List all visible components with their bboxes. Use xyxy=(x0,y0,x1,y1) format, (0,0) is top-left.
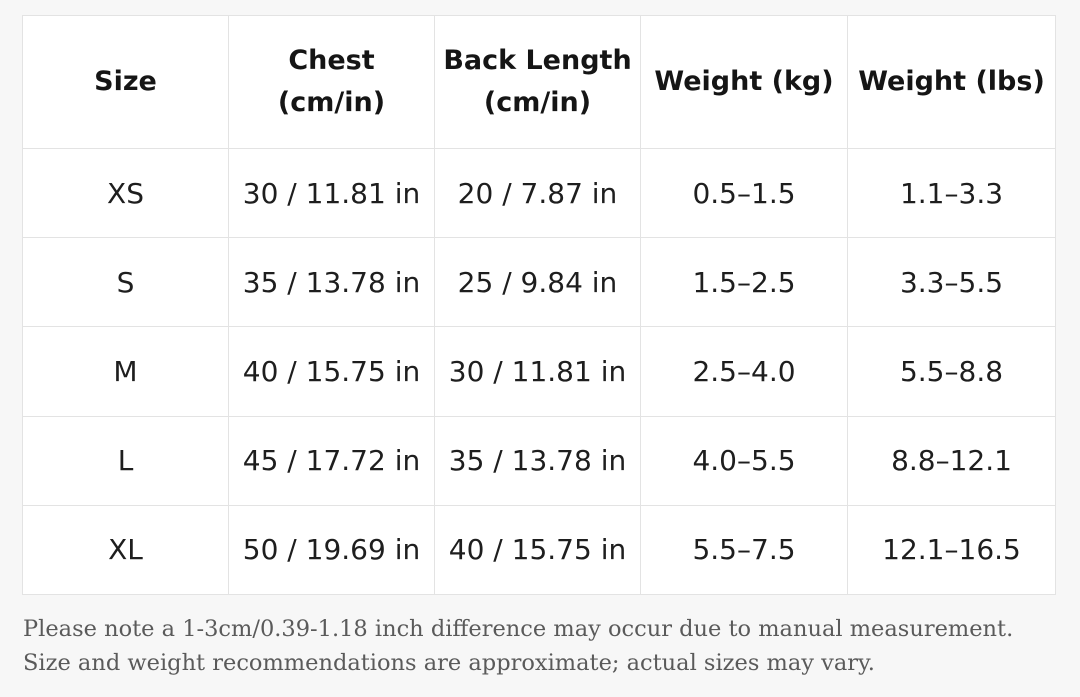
size-chart-table: Size Chest (cm/in) Back Length (cm/in) W… xyxy=(22,15,1056,596)
cell-back-length: 35 / 13.78 in xyxy=(434,415,641,506)
header-weight-lbs-label: Weight (lbs) xyxy=(858,66,1045,97)
cell-weight-lbs: 5.5–8.8 xyxy=(847,326,1056,417)
header-size-label: Size xyxy=(94,66,157,97)
cell-weight-lbs: 1.1–3.3 xyxy=(847,147,1056,239)
cell-back-length: 40 / 15.75 in xyxy=(434,504,641,596)
table-row: XS 30 / 11.81 in 20 / 7.87 in 0.5–1.5 1.… xyxy=(22,147,1056,239)
cell-weight-kg: 5.5–7.5 xyxy=(640,504,848,596)
cell-size: S xyxy=(22,237,229,328)
table-row: XL 50 / 19.69 in 40 / 15.75 in 5.5–7.5 1… xyxy=(22,504,1056,596)
header-back-length-unit: (cm/in) xyxy=(483,87,592,118)
size-chart-table-container: Size Chest (cm/in) Back Length (cm/in) W… xyxy=(22,15,1056,596)
cell-size: XL xyxy=(22,504,229,596)
cell-weight-kg: 1.5–2.5 xyxy=(640,237,848,328)
cell-weight-lbs: 3.3–5.5 xyxy=(847,237,1056,328)
measurement-note: Please note a 1-3cm/0.39-1.18 inch diffe… xyxy=(23,612,1063,680)
cell-back-length: 30 / 11.81 in xyxy=(434,326,641,417)
header-chest-unit: (cm/in) xyxy=(277,87,386,118)
cell-weight-lbs: 12.1–16.5 xyxy=(847,504,1056,596)
cell-size: L xyxy=(22,415,229,506)
table-row: L 45 / 17.72 in 35 / 13.78 in 4.0–5.5 8.… xyxy=(22,415,1056,506)
header-back-length: Back Length (cm/in) xyxy=(434,15,641,149)
cell-weight-kg: 4.0–5.5 xyxy=(640,415,848,506)
cell-back-length: 25 / 9.84 in xyxy=(434,237,641,328)
header-weight-kg-label: Weight (kg) xyxy=(654,66,834,97)
header-chest: Chest (cm/in) xyxy=(228,15,435,149)
header-weight-lbs: Weight (lbs) xyxy=(847,15,1056,149)
cell-chest: 35 / 13.78 in xyxy=(228,237,435,328)
cell-weight-kg: 2.5–4.0 xyxy=(640,326,848,417)
cell-weight-lbs: 8.8–12.1 xyxy=(847,415,1056,506)
header-weight-kg: Weight (kg) xyxy=(640,15,848,149)
cell-size: XS xyxy=(22,147,229,239)
cell-chest: 30 / 11.81 in xyxy=(228,147,435,239)
cell-size: M xyxy=(22,326,229,417)
cell-weight-kg: 0.5–1.5 xyxy=(640,147,848,239)
header-back-length-label: Back Length xyxy=(443,45,632,76)
header-chest-label: Chest xyxy=(288,45,375,76)
table-row: S 35 / 13.78 in 25 / 9.84 in 1.5–2.5 3.3… xyxy=(22,237,1056,328)
cell-chest: 45 / 17.72 in xyxy=(228,415,435,506)
table-row: M 40 / 15.75 in 30 / 11.81 in 2.5–4.0 5.… xyxy=(22,326,1056,417)
cell-chest: 40 / 15.75 in xyxy=(228,326,435,417)
table-header-row: Size Chest (cm/in) Back Length (cm/in) W… xyxy=(22,15,1056,149)
note-line-measurement-difference: Please note a 1-3cm/0.39-1.18 inch diffe… xyxy=(23,616,1014,642)
cell-chest: 50 / 19.69 in xyxy=(228,504,435,596)
cell-back-length: 20 / 7.87 in xyxy=(434,147,641,239)
note-line-approximate-sizes: Size and weight recommendations are appr… xyxy=(23,650,875,676)
header-size: Size xyxy=(22,15,229,149)
